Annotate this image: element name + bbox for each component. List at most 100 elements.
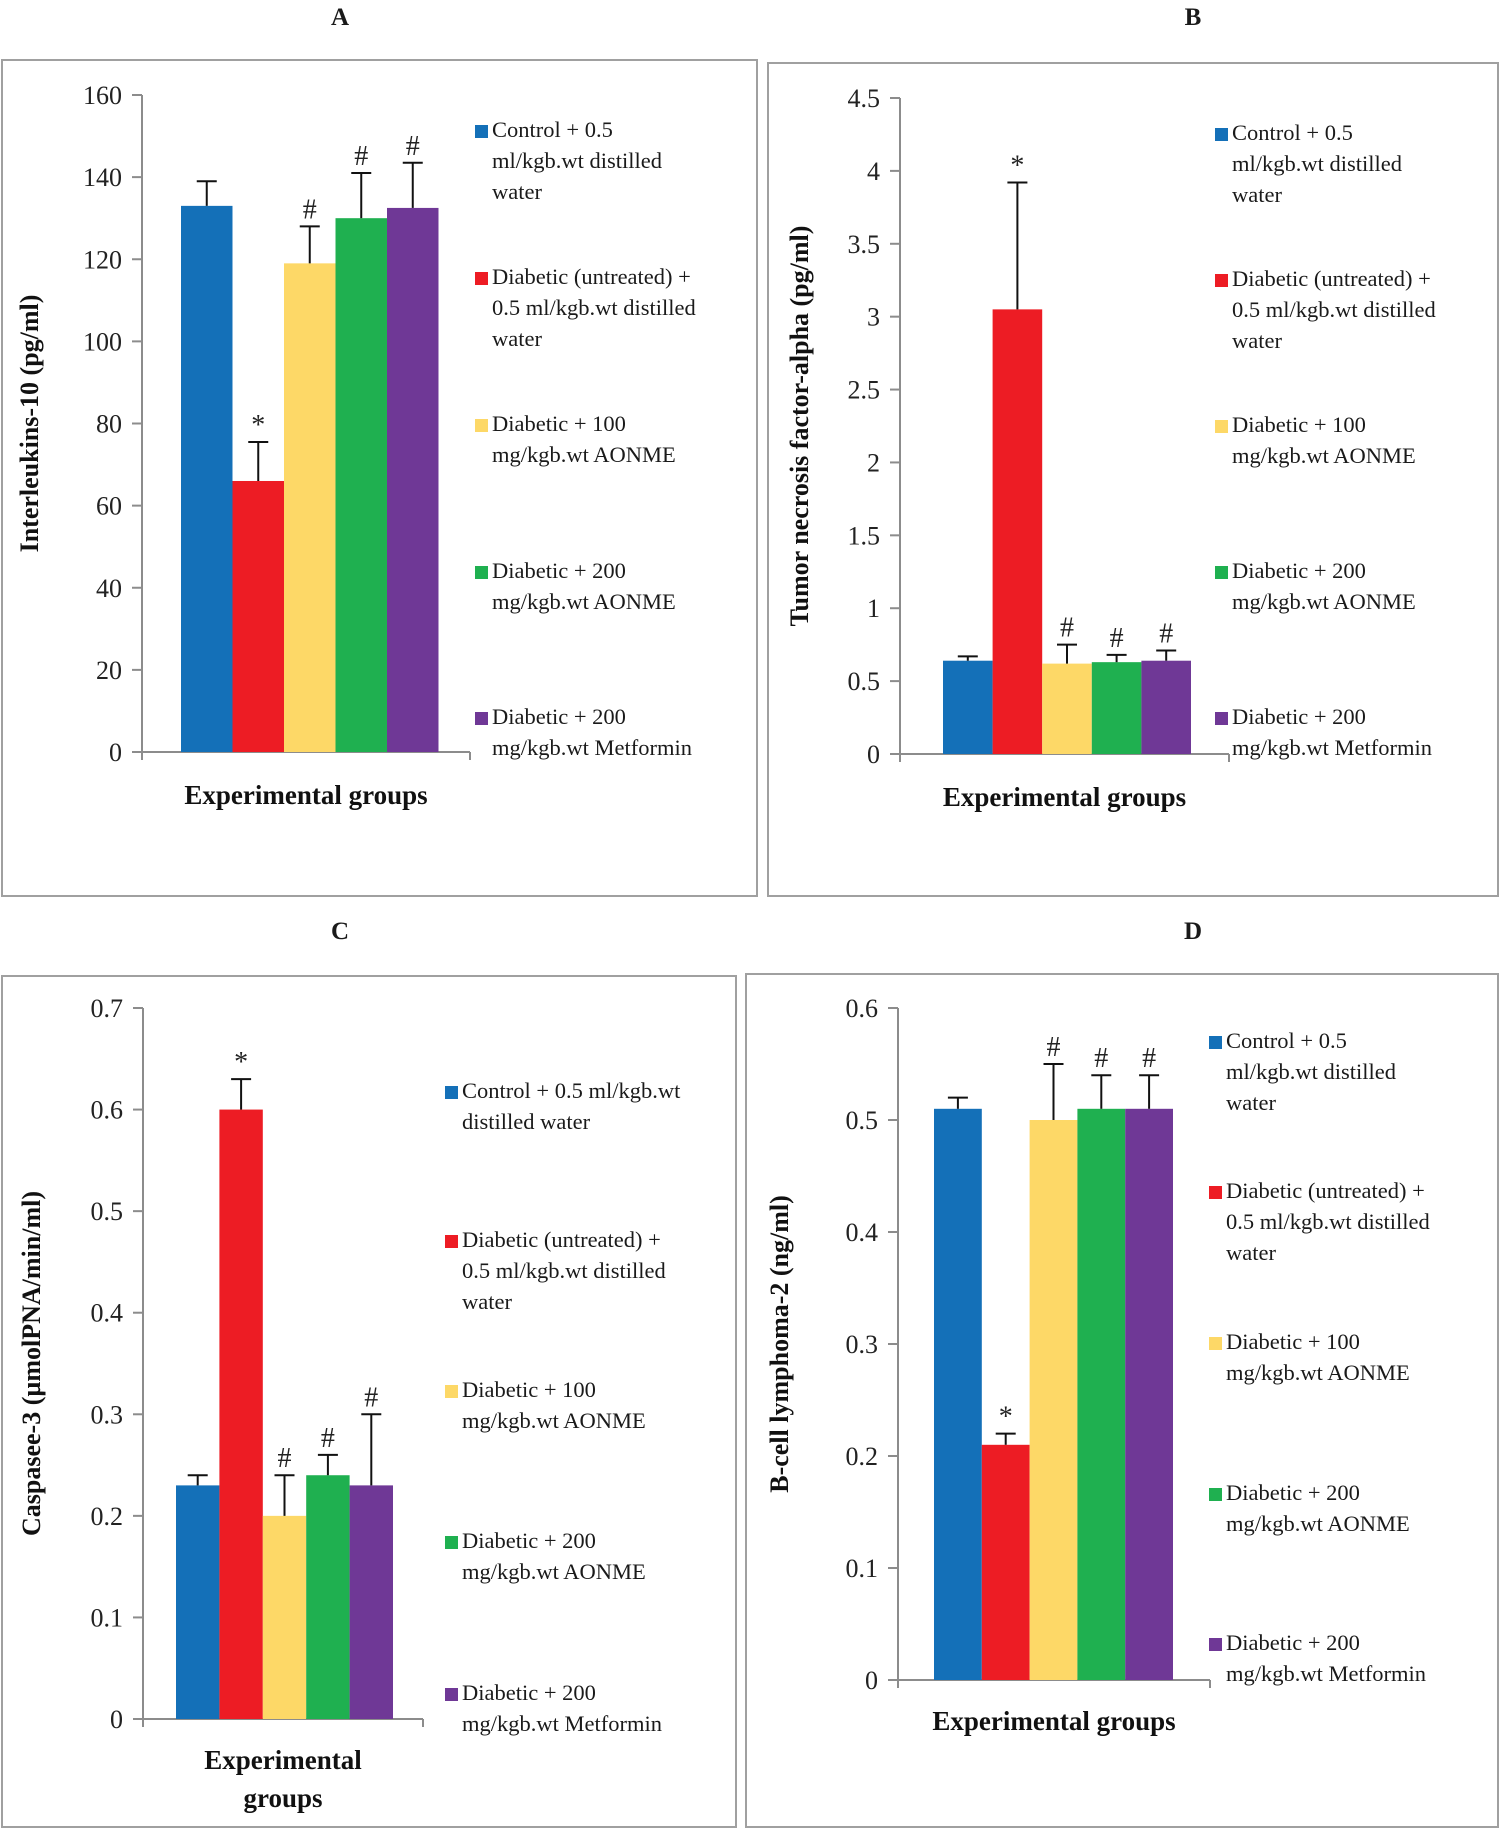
y-tick-label: 2.5 <box>848 376 881 405</box>
y-tick-label: 0.5 <box>846 1106 879 1135</box>
y-tick-label: 3.5 <box>848 230 881 259</box>
bar <box>387 207 439 752</box>
y-tick-label: 0.3 <box>846 1330 879 1359</box>
y-tick-label: 2 <box>867 448 880 477</box>
y-tick-label: 0.5 <box>91 1197 124 1226</box>
legend-label: mg/kgb.wt AONME <box>492 442 676 467</box>
panel-label-b: B <box>1184 4 1202 31</box>
y-tick-label: 0.4 <box>91 1299 124 1328</box>
significance-hash: # <box>278 1443 292 1474</box>
legend-swatch <box>1209 1488 1222 1501</box>
significance-hash: # <box>1094 1043 1108 1074</box>
legend-label: Control + 0.5 <box>492 117 613 142</box>
significance-hash: # <box>406 131 420 162</box>
y-tick-label: 1 <box>867 594 880 623</box>
panel-label-c: C <box>330 918 350 945</box>
legend-label: 0.5 ml/kgb.wt distilled <box>1232 297 1436 322</box>
legend-label: mg/kgb.wt AONME <box>462 1408 646 1433</box>
chart-panel-d: 0 0.1 0.2 0.3 0.4 0.5 0.6 B-cell lymphoma-2 (ng… <box>765 994 1430 1736</box>
legend-swatch <box>445 1536 458 1549</box>
legend-label: Diabetic + 200 <box>1232 558 1366 583</box>
significance-hash: # <box>1110 623 1124 654</box>
legend-label: ml/kgb.wt distilled <box>1232 151 1402 176</box>
legend-label: ml/kgb.wt distilled <box>1226 1059 1396 1084</box>
x-axis-title: Experimental groups <box>184 780 427 810</box>
legend-label: water <box>1226 1240 1276 1265</box>
legend-label: mg/kgb.wt AONME <box>462 1559 646 1584</box>
y-tick-label: 60 <box>96 492 122 521</box>
legend-label: Diabetic + 200 <box>1226 1480 1360 1505</box>
legend-label: mg/kgb.wt AONME <box>492 589 676 614</box>
y-tick-label: 0 <box>109 738 122 767</box>
legend-label: mg/kgb.wt Metformin <box>462 1711 662 1736</box>
legend-label: water <box>1226 1090 1276 1115</box>
significance-hash: # <box>1142 1043 1156 1074</box>
significance-hash: # <box>303 194 317 225</box>
legend-label: Control + 0.5 <box>1232 120 1353 145</box>
legend-swatch <box>475 712 488 725</box>
legend-swatch <box>445 1235 458 1248</box>
chart-panel-c: 0 0.1 0.2 0.3 0.4 0.5 0.6 0.7 Caspasee-3 (µmolPN… <box>17 994 681 1813</box>
legend-label: 0.5 ml/kgb.wt distilled <box>1226 1209 1430 1234</box>
x-axis-title: Experimental groups <box>932 1706 1175 1736</box>
legend-label: Control + 0.5 <box>1226 1028 1347 1053</box>
legend-swatch <box>1215 274 1228 287</box>
legend-label: water <box>492 179 542 204</box>
significance-hash: # <box>321 1423 335 1454</box>
legend-swatch <box>1215 128 1228 141</box>
bar <box>1125 1108 1173 1680</box>
panel-label-a: A <box>330 4 350 31</box>
legend-label: Diabetic + 100 <box>1232 412 1366 437</box>
y-tick-label: 140 <box>83 163 122 192</box>
y-tick-label: 0.4 <box>846 1218 879 1247</box>
significance-asterisk: * <box>1010 151 1024 182</box>
bar <box>981 1444 1030 1680</box>
bar <box>1042 663 1092 754</box>
legend-label: Diabetic + 200 <box>1226 1630 1360 1655</box>
x-axis-title: groups <box>243 1783 322 1813</box>
legend-swatch <box>1209 1337 1222 1350</box>
y-tick-label: 0.6 <box>846 994 879 1023</box>
legend-swatch <box>445 1688 458 1701</box>
bar <box>176 1485 220 1719</box>
legend-label: mg/kgb.wt AONME <box>1232 589 1416 614</box>
legend-label: water <box>1232 328 1282 353</box>
y-tick-label: 4.5 <box>848 84 881 113</box>
y-tick-label: 160 <box>83 81 122 110</box>
legend-label: Diabetic (untreated) + <box>492 264 691 289</box>
legend-label: distilled water <box>462 1109 591 1134</box>
bar <box>306 1475 350 1719</box>
legend-swatch <box>475 566 488 579</box>
y-tick-label: 0 <box>865 1666 878 1695</box>
x-axis-title: Experimental <box>204 1745 362 1775</box>
y-tick-label: 0.2 <box>846 1442 879 1471</box>
legend-label: mg/kgb.wt Metformin <box>1232 735 1432 760</box>
legend-label: Diabetic (untreated) + <box>1226 1178 1425 1203</box>
y-tick-label: 120 <box>83 245 122 274</box>
bar <box>934 1108 982 1680</box>
bar <box>262 1515 307 1719</box>
legend-swatch <box>445 1385 458 1398</box>
legend-label: mg/kgb.wt AONME <box>1226 1511 1410 1536</box>
legend-label: mg/kgb.wt Metformin <box>1226 1661 1426 1686</box>
chart-panel-b: 0 0.5 1 1.5 2 2.5 3 3.5 4 4.5 Tumor necrosis facto… <box>785 84 1436 812</box>
bar <box>181 205 233 752</box>
bar <box>284 263 336 752</box>
y-axis-title: Tumor necrosis factor-alpha (pg/ml) <box>785 226 814 627</box>
y-tick-label: 0 <box>867 740 880 769</box>
y-tick-label: 4 <box>867 157 880 186</box>
significance-hash: # <box>1060 613 1074 644</box>
legend-swatch <box>445 1086 458 1099</box>
chart-panel-a: 0 20 40 60 80 100 120 140 160 Interleukins-10 (pg… <box>15 81 696 810</box>
legend-label: water <box>462 1289 512 1314</box>
y-tick-label: 3 <box>867 303 880 332</box>
x-axis-title: Experimental groups <box>943 782 1186 812</box>
legend-label: Diabetic (untreated) + <box>1232 266 1431 291</box>
legend-label: water <box>1232 182 1282 207</box>
significance-asterisk: * <box>251 410 265 441</box>
legend-swatch <box>475 419 488 432</box>
significance-hash: # <box>1159 618 1173 649</box>
legend-swatch <box>1215 566 1228 579</box>
y-tick-label: 0 <box>110 1705 123 1734</box>
